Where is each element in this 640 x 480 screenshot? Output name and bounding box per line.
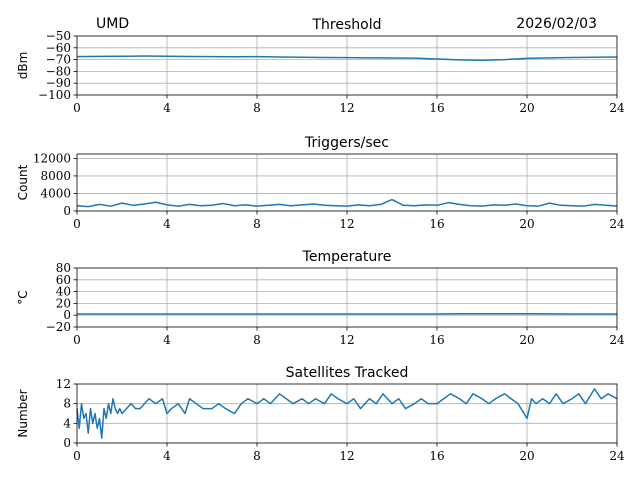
satellites-y-tick-label: 4 bbox=[63, 416, 71, 430]
triggers-y-axis-label: Count bbox=[16, 164, 30, 200]
satellites-series-line bbox=[76, 388, 618, 439]
satellites-title: Satellites Tracked bbox=[286, 365, 409, 381]
triggers-title: Triggers/sec bbox=[304, 135, 389, 151]
threshold-x-tick-label: 4 bbox=[163, 101, 171, 115]
threshold-y-tick-label: −50 bbox=[46, 29, 71, 43]
temperature-x-tick-label: 24 bbox=[609, 333, 625, 347]
triggers-x-tick-label: 8 bbox=[253, 217, 261, 231]
satellites-x-tick-label: 16 bbox=[429, 449, 444, 463]
triggers-x-tick-label: 12 bbox=[339, 217, 354, 231]
triggers-y-tick-label: 0 bbox=[63, 204, 71, 218]
temperature-x-tick-label: 20 bbox=[519, 333, 534, 347]
satellites-x-tick-label: 20 bbox=[519, 449, 534, 463]
satellites-plot-frame bbox=[76, 383, 618, 444]
threshold-x-tick-label: 24 bbox=[609, 101, 625, 115]
triggers-x-tick-label: 4 bbox=[163, 217, 171, 231]
temperature-y-axis-label: °C bbox=[16, 290, 30, 304]
satellites-x-tick-label: 8 bbox=[253, 449, 261, 463]
threshold-y-axis-label: dBm bbox=[16, 52, 30, 80]
threshold-x-tick-label: 8 bbox=[253, 101, 261, 115]
threshold-y-tick-label: −100 bbox=[38, 88, 71, 102]
triggers-x-tick-label: 16 bbox=[429, 217, 444, 231]
threshold-y-tick-label: −70 bbox=[46, 53, 71, 67]
satellites-y-tick-label: 0 bbox=[63, 436, 71, 450]
threshold-x-tick-label: 12 bbox=[339, 101, 354, 115]
temperature-x-tick-label: 0 bbox=[73, 333, 81, 347]
temperature-y-tick-label: −20 bbox=[46, 320, 71, 334]
satellites-y-tick-label: 12 bbox=[56, 377, 71, 391]
threshold-x-tick-label: 0 bbox=[73, 101, 81, 115]
threshold-y-tick-label: −90 bbox=[46, 76, 71, 90]
temperature-y-tick-label: 20 bbox=[56, 296, 71, 310]
threshold-y-tick-label: −60 bbox=[46, 41, 71, 55]
triggers-y-tick-label: 12000 bbox=[33, 151, 71, 165]
temperature-x-tick-label: 12 bbox=[339, 333, 354, 347]
threshold-panel: Threshold dBm 0 4 8 12 16 20 24 −50−60−70−80−90−1… bbox=[16, 17, 625, 115]
temperature-y-tick-label: 0 bbox=[63, 308, 71, 322]
triggers-x-tick-label: 24 bbox=[609, 217, 625, 231]
date-label: 2026/02/03 bbox=[516, 16, 597, 32]
satellites-y-tick-label: 8 bbox=[63, 397, 71, 411]
threshold-x-tick-label: 20 bbox=[519, 101, 534, 115]
temperature-y-tick-label: 60 bbox=[56, 273, 71, 287]
triggers-series-line bbox=[76, 198, 618, 208]
threshold-y-tick-label: −80 bbox=[46, 64, 71, 78]
triggers-plot-frame bbox=[76, 153, 618, 212]
satellites-x-tick-label: 24 bbox=[609, 449, 625, 463]
threshold-x-tick-label: 16 bbox=[429, 101, 444, 115]
satellites-x-tick-label: 0 bbox=[73, 449, 81, 463]
temperature-y-tick-label: 40 bbox=[56, 285, 71, 299]
temperature-x-tick-label: 4 bbox=[163, 333, 171, 347]
temperature-title: Temperature bbox=[302, 249, 392, 265]
temperature-x-tick-label: 16 bbox=[429, 333, 444, 347]
temperature-plot-frame bbox=[76, 267, 618, 328]
triggers-panel: Triggers/sec Count 0 4 8 12 16 20 24 0 4000 8000 120… bbox=[16, 135, 625, 231]
threshold-series-line bbox=[76, 55, 618, 61]
triggers-y-tick-label: 4000 bbox=[40, 186, 71, 200]
triggers-x-tick-label: 20 bbox=[519, 217, 534, 231]
satellites-y-axis-label: Number bbox=[16, 389, 30, 437]
temperature-x-tick-label: 8 bbox=[253, 333, 261, 347]
site-label: UMD bbox=[96, 16, 129, 32]
satellites-panel: Satellites Tracked Number 0 4 8 12 16 20 24 0 4 8 12 bbox=[16, 365, 625, 463]
threshold-plot-frame bbox=[76, 35, 618, 96]
triggers-x-tick-label: 0 bbox=[73, 217, 81, 231]
temperature-y-tick-label: 80 bbox=[56, 261, 71, 275]
satellites-x-tick-label: 12 bbox=[339, 449, 354, 463]
threshold-title: Threshold bbox=[312, 17, 382, 33]
satellites-x-tick-label: 4 bbox=[163, 449, 171, 463]
triggers-y-tick-label: 8000 bbox=[40, 169, 71, 183]
